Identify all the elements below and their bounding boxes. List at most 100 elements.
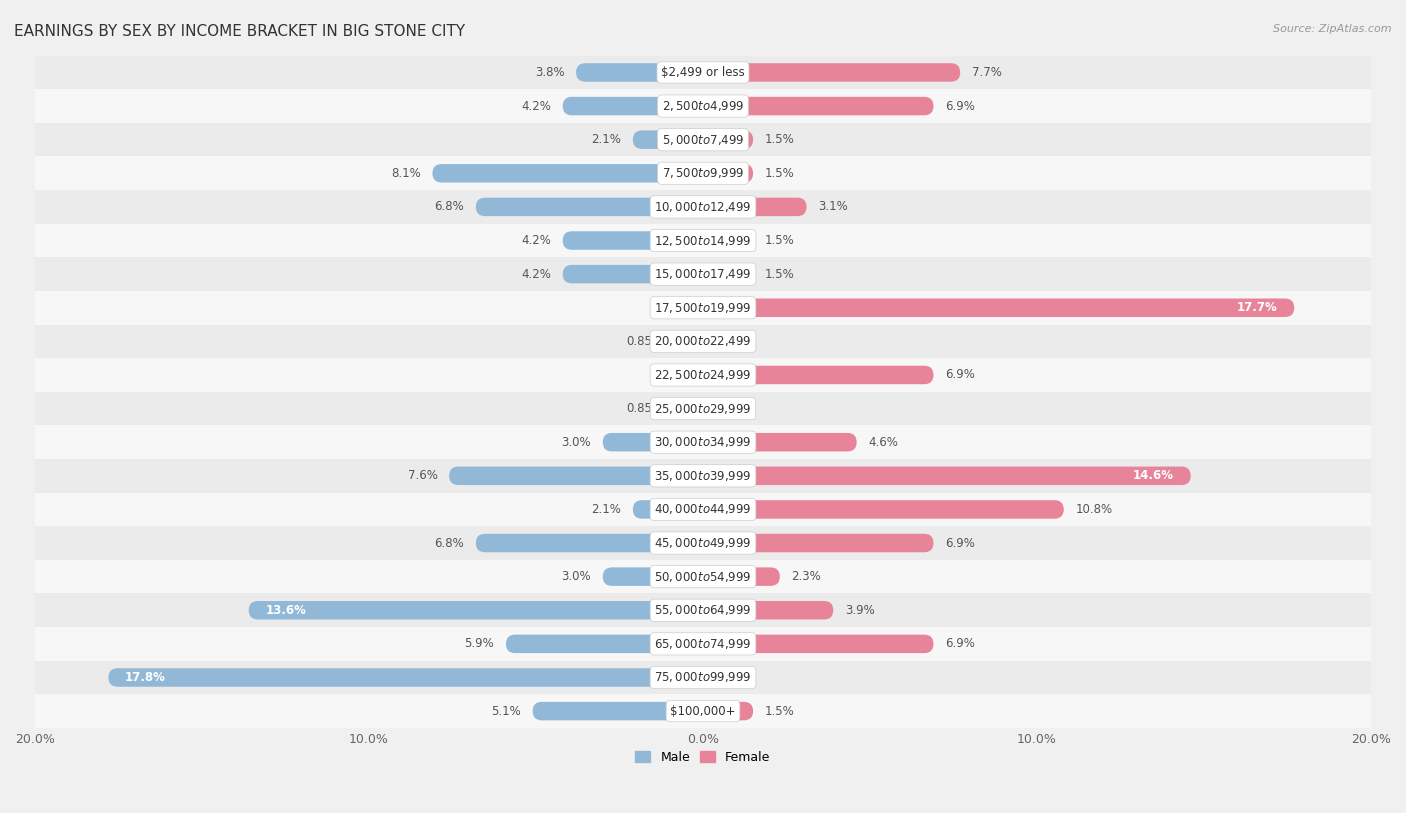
FancyBboxPatch shape [703, 130, 754, 149]
Bar [35, 224, 1371, 258]
Bar [35, 89, 1371, 123]
Text: $12,500 to $14,999: $12,500 to $14,999 [654, 233, 752, 247]
Text: 3.1%: 3.1% [818, 201, 848, 213]
Text: 1.5%: 1.5% [765, 267, 794, 280]
Bar [35, 526, 1371, 560]
Text: 6.9%: 6.9% [945, 368, 974, 381]
Text: 10.8%: 10.8% [1076, 503, 1112, 516]
Text: 4.2%: 4.2% [522, 234, 551, 247]
FancyBboxPatch shape [703, 97, 934, 115]
Text: 7.6%: 7.6% [408, 469, 437, 482]
Text: 4.6%: 4.6% [869, 436, 898, 449]
Bar [35, 627, 1371, 661]
Text: 6.8%: 6.8% [434, 201, 464, 213]
FancyBboxPatch shape [703, 635, 934, 653]
Text: 4.2%: 4.2% [522, 267, 551, 280]
Text: 3.8%: 3.8% [534, 66, 564, 79]
Text: $40,000 to $44,999: $40,000 to $44,999 [654, 502, 752, 516]
Text: 6.8%: 6.8% [434, 537, 464, 550]
Bar [35, 593, 1371, 627]
FancyBboxPatch shape [703, 668, 709, 687]
Text: $75,000 to $99,999: $75,000 to $99,999 [654, 671, 752, 685]
Text: $65,000 to $74,999: $65,000 to $74,999 [654, 637, 752, 651]
Text: 13.6%: 13.6% [266, 604, 307, 617]
FancyBboxPatch shape [703, 265, 754, 284]
Text: $7,500 to $9,999: $7,500 to $9,999 [662, 167, 744, 180]
Text: $15,000 to $17,499: $15,000 to $17,499 [654, 267, 752, 281]
FancyBboxPatch shape [475, 198, 703, 216]
Text: 1.5%: 1.5% [765, 133, 794, 146]
Text: $22,500 to $24,999: $22,500 to $24,999 [654, 368, 752, 382]
FancyBboxPatch shape [703, 298, 1295, 317]
Text: 0.85%: 0.85% [626, 402, 662, 415]
FancyBboxPatch shape [703, 467, 1191, 485]
Text: 3.9%: 3.9% [845, 604, 875, 617]
Bar [35, 493, 1371, 526]
Bar [35, 55, 1371, 89]
Text: 5.1%: 5.1% [491, 705, 522, 718]
FancyBboxPatch shape [562, 265, 703, 284]
Text: 1.5%: 1.5% [765, 167, 794, 180]
Bar [35, 392, 1371, 425]
FancyBboxPatch shape [703, 63, 960, 81]
FancyBboxPatch shape [603, 433, 703, 451]
FancyBboxPatch shape [703, 333, 709, 350]
Text: $2,499 or less: $2,499 or less [661, 66, 745, 79]
Text: $55,000 to $64,999: $55,000 to $64,999 [654, 603, 752, 617]
FancyBboxPatch shape [703, 702, 754, 720]
Text: 2.3%: 2.3% [792, 570, 821, 583]
Text: 2.1%: 2.1% [592, 133, 621, 146]
Text: 0.0%: 0.0% [662, 368, 692, 381]
Bar [35, 123, 1371, 156]
FancyBboxPatch shape [697, 298, 703, 317]
FancyBboxPatch shape [576, 63, 703, 81]
Text: 7.7%: 7.7% [972, 66, 1001, 79]
FancyBboxPatch shape [697, 366, 703, 385]
Text: 4.2%: 4.2% [522, 99, 551, 112]
Bar [35, 661, 1371, 694]
Bar [35, 324, 1371, 359]
FancyBboxPatch shape [703, 198, 807, 216]
Bar [35, 258, 1371, 291]
FancyBboxPatch shape [703, 500, 1064, 519]
Bar [35, 425, 1371, 459]
FancyBboxPatch shape [633, 500, 703, 519]
Bar [35, 190, 1371, 224]
Text: 8.1%: 8.1% [391, 167, 420, 180]
FancyBboxPatch shape [703, 231, 754, 250]
Text: $2,500 to $4,999: $2,500 to $4,999 [662, 99, 744, 113]
FancyBboxPatch shape [533, 702, 703, 720]
FancyBboxPatch shape [703, 567, 780, 586]
Bar [35, 459, 1371, 493]
Bar [35, 359, 1371, 392]
FancyBboxPatch shape [433, 164, 703, 183]
Text: $10,000 to $12,499: $10,000 to $12,499 [654, 200, 752, 214]
Text: 2.1%: 2.1% [592, 503, 621, 516]
FancyBboxPatch shape [703, 366, 934, 385]
FancyBboxPatch shape [562, 97, 703, 115]
FancyBboxPatch shape [603, 567, 703, 586]
Text: $45,000 to $49,999: $45,000 to $49,999 [654, 536, 752, 550]
Text: 1.5%: 1.5% [765, 234, 794, 247]
Text: Source: ZipAtlas.com: Source: ZipAtlas.com [1274, 24, 1392, 34]
Text: $100,000+: $100,000+ [671, 705, 735, 718]
Bar [35, 156, 1371, 190]
Text: 3.0%: 3.0% [561, 436, 591, 449]
Text: $50,000 to $54,999: $50,000 to $54,999 [654, 570, 752, 584]
Legend: Male, Female: Male, Female [630, 746, 776, 769]
Text: 1.5%: 1.5% [765, 705, 794, 718]
Text: 6.9%: 6.9% [945, 637, 974, 650]
Text: 6.9%: 6.9% [945, 537, 974, 550]
FancyBboxPatch shape [633, 130, 703, 149]
Text: 17.8%: 17.8% [125, 671, 166, 684]
Text: 0.0%: 0.0% [714, 402, 744, 415]
Text: $35,000 to $39,999: $35,000 to $39,999 [654, 469, 752, 483]
Text: 6.9%: 6.9% [945, 99, 974, 112]
Text: EARNINGS BY SEX BY INCOME BRACKET IN BIG STONE CITY: EARNINGS BY SEX BY INCOME BRACKET IN BIG… [14, 24, 465, 39]
Text: $5,000 to $7,499: $5,000 to $7,499 [662, 133, 744, 146]
Text: $25,000 to $29,999: $25,000 to $29,999 [654, 402, 752, 415]
FancyBboxPatch shape [703, 399, 709, 418]
Text: 0.0%: 0.0% [662, 302, 692, 315]
FancyBboxPatch shape [675, 333, 703, 350]
Text: $17,500 to $19,999: $17,500 to $19,999 [654, 301, 752, 315]
